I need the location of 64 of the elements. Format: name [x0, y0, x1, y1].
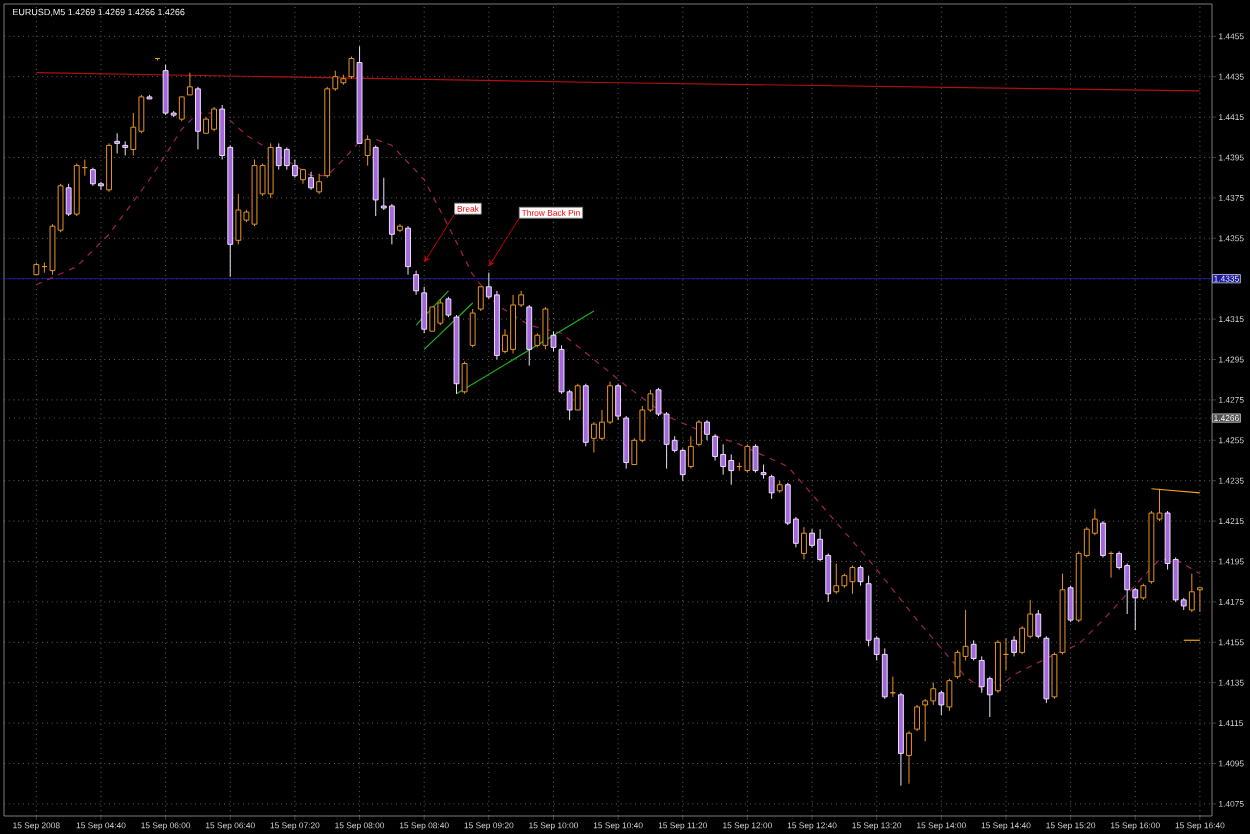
candlestick [235, 193, 242, 245]
candlestick [510, 294, 516, 354]
candlestick [687, 435, 694, 470]
candlestick [89, 167, 96, 187]
candlestick [542, 306, 549, 350]
candlestick [275, 142, 282, 171]
candlestick [477, 286, 484, 312]
candlestick [469, 308, 476, 348]
candlestick [857, 565, 864, 587]
candlestick [1196, 587, 1203, 613]
candlestick [615, 383, 622, 421]
candlestick [283, 146, 290, 171]
candlestick [388, 203, 395, 245]
candlestick [429, 306, 436, 332]
candlestick [211, 106, 218, 132]
candlestick [712, 433, 719, 461]
candlestick [461, 361, 468, 395]
candlestick [704, 419, 710, 441]
candlestick [445, 296, 452, 318]
candlestick [1011, 635, 1017, 657]
candlestick [405, 225, 411, 276]
candlestick [695, 419, 702, 447]
candlestick [1100, 520, 1106, 558]
candlestick [801, 526, 807, 560]
candlestick [978, 655, 985, 694]
candlestick [946, 678, 953, 712]
candlestick [833, 563, 840, 595]
candlestick [308, 171, 314, 191]
candlestick [574, 383, 581, 411]
candlestick [114, 132, 121, 154]
candlestick [752, 443, 759, 474]
candlestick [1035, 609, 1042, 639]
candlestick [65, 183, 72, 217]
candlestick [364, 134, 371, 167]
candlestick [938, 690, 945, 716]
candlestick [914, 704, 921, 732]
candlestick [728, 453, 735, 486]
candlestick [720, 443, 727, 476]
candlestick [437, 298, 444, 326]
candlestick [421, 286, 428, 334]
candlestick [316, 173, 323, 195]
candlestick [954, 649, 961, 680]
candlestick [623, 415, 630, 470]
candlestick [1188, 573, 1195, 613]
candlestick [526, 304, 533, 367]
candlestick [744, 443, 751, 474]
candlestick [679, 447, 686, 482]
candlestick [768, 474, 775, 500]
candlestick [413, 270, 420, 296]
candlestick [1051, 651, 1058, 700]
candlestick [550, 330, 557, 352]
candlestick [930, 682, 937, 706]
candlestick [106, 142, 112, 193]
candlestick [348, 56, 355, 80]
candlestick [1067, 585, 1074, 623]
candlestick [267, 142, 274, 199]
candlestick [178, 96, 185, 122]
candlestick [186, 72, 193, 96]
candlestick [906, 730, 912, 785]
candlestick [590, 421, 597, 453]
candlestick [162, 64, 169, 116]
candlestick [970, 639, 977, 661]
candlestick [195, 86, 201, 150]
candlestick [849, 565, 856, 595]
